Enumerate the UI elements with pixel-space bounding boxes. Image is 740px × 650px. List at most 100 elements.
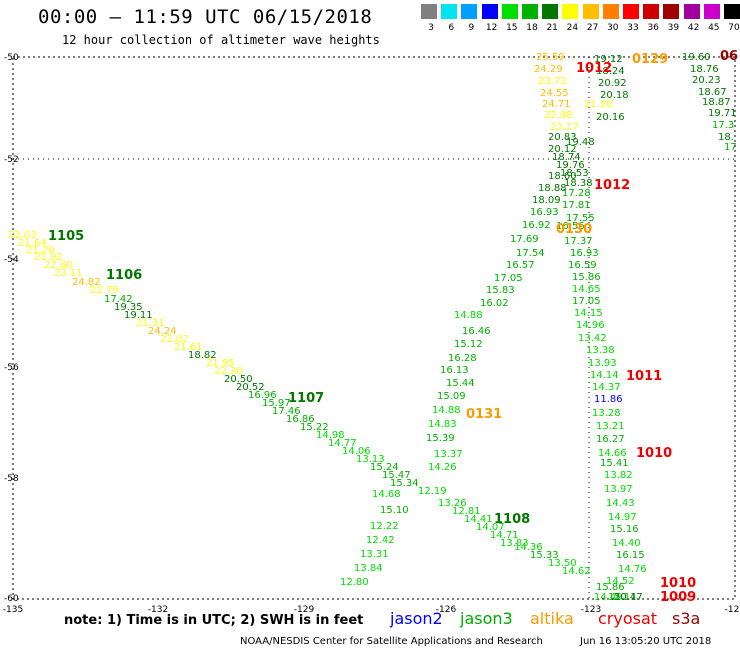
y-tick-label: -56 [4,363,19,373]
wave-height-value: 17.42 [104,294,133,305]
wave-height-value: 16.13 [440,365,469,376]
wave-height-value: 13.31 [360,549,389,560]
wave-height-value: 23.72 [538,76,567,87]
wave-height-value: 14.07 [476,522,505,533]
wave-height-value: 20.47 [614,592,643,603]
wave-height-value: 16.59 [568,260,597,271]
wave-height-value: 19.48 [566,137,595,148]
wave-height-value: 17.54 [516,248,545,259]
x-tick-label: -129 [294,605,315,615]
wave-height-value: 19.76 [556,160,585,171]
scale-label: 27 [586,23,599,33]
legend-altika: altika [530,609,574,628]
pressure-label: 1108 [494,512,530,527]
y-tick-label: -52 [4,155,19,165]
footer-note: note: 1) Time is in UTC; 2) SWH is in fe… [64,613,364,628]
plot-frame [12,56,736,600]
wave-height-value: 23.11 [54,268,83,279]
legend-jason2: jason2 [390,609,443,628]
wave-height-value: 13.93 [588,358,617,369]
x-tick-label: -126 [436,605,457,615]
scale-swatch [542,4,559,19]
y-tick-label: -50 [4,53,19,63]
scale-swatch [602,4,619,19]
x-tick-label: -123 [581,605,601,615]
wave-height-value: 24.71 [542,99,571,110]
wave-height-value: 20.18 [600,90,629,101]
wave-height-value: 24.82 [72,277,101,288]
wave-height-value: 18.24 [596,66,625,77]
wave-height-value: 14.49 [594,592,623,603]
scale-swatch [501,4,518,19]
y-tick-label: -54 [4,255,19,265]
pressure-label: 1106 [106,268,142,283]
x-tick-label: -135 [3,605,23,615]
scale-swatch [623,4,639,19]
pressure-label: 0131 [466,407,502,422]
scale-label: 6 [448,23,455,33]
wave-height-value: 14.26 [428,462,457,473]
scale-swatch [562,4,579,19]
wave-height-value: 14.65 [572,284,601,295]
wave-height-value: 13.82 [604,470,633,481]
wave-height-value: 12.22 [370,521,399,532]
wave-height-value: 14.06 [342,446,371,457]
wave-height-value: 17.28 [562,188,591,199]
wave-height-value: 22.98 [544,110,573,121]
wave-height-value: 20.92 [598,78,627,89]
wave-height-value: 20.16 [596,112,625,123]
wave-height-value: 22.30 [214,366,243,377]
wave-height-value: 15.22 [300,422,329,433]
wave-height-value: 17.55 [566,213,595,224]
wave-height-value: 21.20 [584,99,613,110]
wave-height-value: 13.13 [356,454,385,465]
wave-height-value: 13.28 [592,408,621,419]
wave-height-value: 16.02 [480,298,509,309]
wave-height-value: 14.43 [606,498,635,509]
wave-height-value: 18.87 [702,97,731,108]
wave-height-value: 15.24 [370,462,399,473]
wave-height-value: 20.83 [548,132,577,143]
wave-height-value: 18.88 [538,183,567,194]
scale-label: 39 [667,23,680,33]
wave-height-value: 15.34 [390,478,419,489]
wave-height-value: 16.57 [506,260,535,271]
scale-label: 30 [607,23,619,33]
scale-label: 12 [485,23,498,33]
wave-height-value: 15.11 [608,592,637,603]
wave-height-value: 13.97 [604,484,633,495]
wave-height-value: 12.19 [418,486,447,497]
wave-height-value: 23.17 [550,122,579,133]
wave-height-value: 14.88 [454,310,483,321]
wave-height-value: 14.68 [372,489,401,500]
wave-height-value: 18.60 [548,171,577,182]
wave-height-value: 16.93 [570,248,599,259]
scale-label: 33 [627,23,639,33]
pressure-label: 0130 [556,222,592,237]
wave-height-value: 12.81 [452,506,481,517]
legend-s3a: s3a [672,609,701,628]
wave-height-value: 16.86 [286,414,315,425]
wave-height-value: 25.59 [536,52,565,63]
wave-height-value: 14.96 [576,320,605,331]
scale-label: 15 [506,23,518,33]
pressure-label: 1010 [660,576,696,591]
wave-height-value: 18.74 [552,152,581,163]
wave-height-value: 12.80 [340,577,369,588]
measurement-labels: 22.0321.6421.2021.9222.6023.1124.8222.79… [8,52,737,603]
wave-height-value: 15.09 [437,391,466,402]
scale-label: 42 [687,23,700,33]
wave-height-value: 24.24 [148,326,177,337]
wave-height-value: 21.61 [174,342,203,353]
wave-height-value: 19.35 [114,302,143,313]
wave-height-value: 16.96 [248,390,277,401]
map-border [12,56,736,600]
scale-swatch [441,4,458,19]
wave-height-value: 19.11 [124,310,153,321]
pressure-label: 1010 [636,446,672,461]
scale-label: 70 [728,23,740,33]
wave-height-value: 24.29 [534,64,563,75]
generation-timestamp: Jun 16 13:05:20 UTC 2018 [580,636,712,647]
pressure-label: 1012 [576,61,612,76]
wave-height-value: 22.03 [8,230,37,241]
